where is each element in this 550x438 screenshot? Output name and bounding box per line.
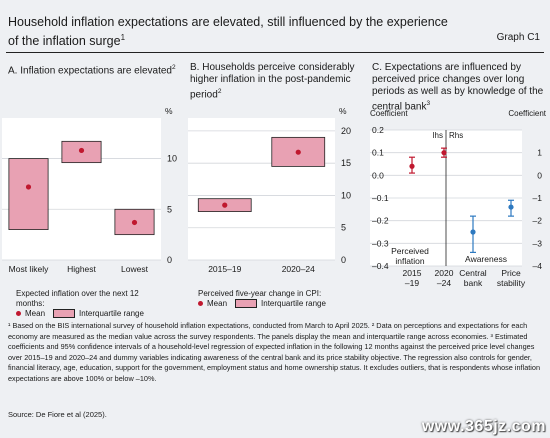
panel-a-legend-title: Expected inflation over the next 12 mont… [16,289,139,308]
panel-c-inflation-point [441,150,447,156]
legend-iqr-swatch [235,299,258,309]
panel-b-title: B. Households perceive considerably high… [190,62,360,101]
panel-b-ytick-label: 10 [341,190,351,200]
panel-a-ytick-label: 10 [167,154,177,164]
panel-b-ytick-label: 20 [341,126,351,136]
panel-c-group-label: Perceived [391,246,429,256]
panel-c-lhs-tick-label: 0.0 [372,170,384,180]
panel-c-rhs-tick-label: –3 [533,238,543,248]
panel-c-inflation-label: –24 [437,278,451,288]
watermark: www.365jz.com [421,418,546,435]
panel-a-category-label: Most likely [9,264,49,274]
panel-b-legend-iqr: Interquartile range [261,299,326,308]
panel-c-rhs-label: Rhs [449,131,463,140]
panel-b-mean-point [222,202,228,208]
panel-a-ytick-label: 5 [167,204,172,214]
top-rule [6,52,544,53]
panel-c-awareness-point [508,204,514,210]
graph-label: Graph C1 [496,32,540,43]
panel-c-awareness-label: bank [464,278,483,288]
panel-c-inflation-point [409,163,415,169]
panel-c-rhs-tick-label: –2 [533,216,543,226]
panel-c-label: C. Expectations are influenced by percei… [372,62,544,113]
panel-c-awareness-label: Price [501,268,521,278]
panel-c-title: C. Expectations are influenced by percei… [372,62,544,113]
panel-c-inflation-label: 2015 [403,268,422,278]
panel-c-right-axis-title: Coefficient [508,109,546,118]
panel-b-category-label: 2015–19 [208,264,241,274]
panel-a-category-label: Lowest [121,264,149,274]
panel-b-ytick-label: 15 [341,158,351,168]
panel-a-mean-point [78,147,85,154]
panel-c-group-label: inflation [395,256,425,266]
panel-b-mean-point [295,149,301,155]
panel-c-lhs-tick-label: –0.3 [372,238,389,248]
panel-a-mean-point [131,219,138,226]
panel-c-awareness-point [470,229,476,235]
panel-b-category-label: 2020–24 [282,264,315,274]
panel-a-iqr-bar [8,158,49,230]
panel-a-label: A. Inflation expectations are elevated [8,65,172,77]
panel-a-footnote: 2 [172,64,176,71]
source-note: Source: De Fiore et al (2025). [8,410,107,419]
panel-b-footnote: 2 [217,88,222,95]
legend-mean-marker [198,301,203,307]
legend-mean-marker [16,311,21,317]
panel-b-unit-label: % [339,106,347,116]
panel-c-group-label: Awareness [465,254,507,264]
panel-a-chart: 0 5 10% Most likely Highest Lowest [2,106,177,274]
panel-c-awareness-label: stability [497,278,526,288]
panel-c-lhs-tick-label: 0.2 [372,125,384,135]
title-footnote-marker: 1 [120,33,126,42]
title-line2: of the inflation surge [8,34,121,49]
panel-a-legend-mean: Mean [25,309,46,318]
panel-b-ytick-label: 5 [341,223,346,233]
panel-c-left-axis-title: Coefficient [370,109,408,118]
legend-iqr-swatch [53,309,76,319]
panel-a-ytick-label: 0 [167,255,172,265]
graph-title: Household inflation expectations are ele… [8,14,448,49]
panel-c-lhs-tick-label: 0.1 [372,148,384,158]
panel-a-iqr-bar [114,208,155,236]
panel-c-rhs-tick-label: 1 [537,148,542,158]
panel-b-label: B. Households perceive considerably high… [190,62,355,101]
title-line1: Household inflation expectations are ele… [8,15,448,29]
footnotes: ¹ Based on the BIS international survey … [8,321,544,385]
panel-b-ytick-label: 0 [341,255,346,265]
panel-a-title: A. Inflation expectations are elevated2 [8,62,178,77]
panel-b-legend-mean: Mean [207,299,228,308]
panel-c-chart: Coefficient Coefficient 0.2 0.1 0.0 –0.1 –0.2 –… [370,109,547,288]
panel-b-legend-title: Perceived five-year change in CPI: [198,289,322,298]
panel-c-inflation-label: –19 [405,278,419,288]
footnote-text: ¹ Based on the BIS international survey … [8,321,541,383]
panel-a-unit-label: % [165,106,173,116]
panel-c-footnote: 3 [426,100,431,107]
panel-c-inflation-label: 2020 [435,268,454,278]
panel-c-lhs-tick-label: –0.2 [372,216,389,226]
panel-c-lhs-tick-label: –0.1 [372,193,389,203]
panel-c-rhs-tick-label: –4 [533,261,543,271]
panel-c-rhs-tick-label: 0 [537,170,542,180]
panel-c-rhs-tick-label: –1 [533,193,543,203]
panel-a-category-label: Highest [67,264,96,274]
panel-a-legend: Expected inflation over the next 12 mont… [16,289,181,319]
panel-c-awareness-label: Central [459,268,487,278]
panel-a-mean-point [25,184,32,190]
panel-b-chart: 0 5 10 15 20% 2015–19 2020–24 [188,106,351,274]
panel-b-legend: Perceived five-year change in CPI: Mean I… [198,289,368,309]
panel-c-lhs-label: lhs [433,131,443,140]
panel-a-legend-iqr: Interquartile range [79,309,144,318]
panel-c-lhs-tick-label: –0.4 [372,261,389,271]
